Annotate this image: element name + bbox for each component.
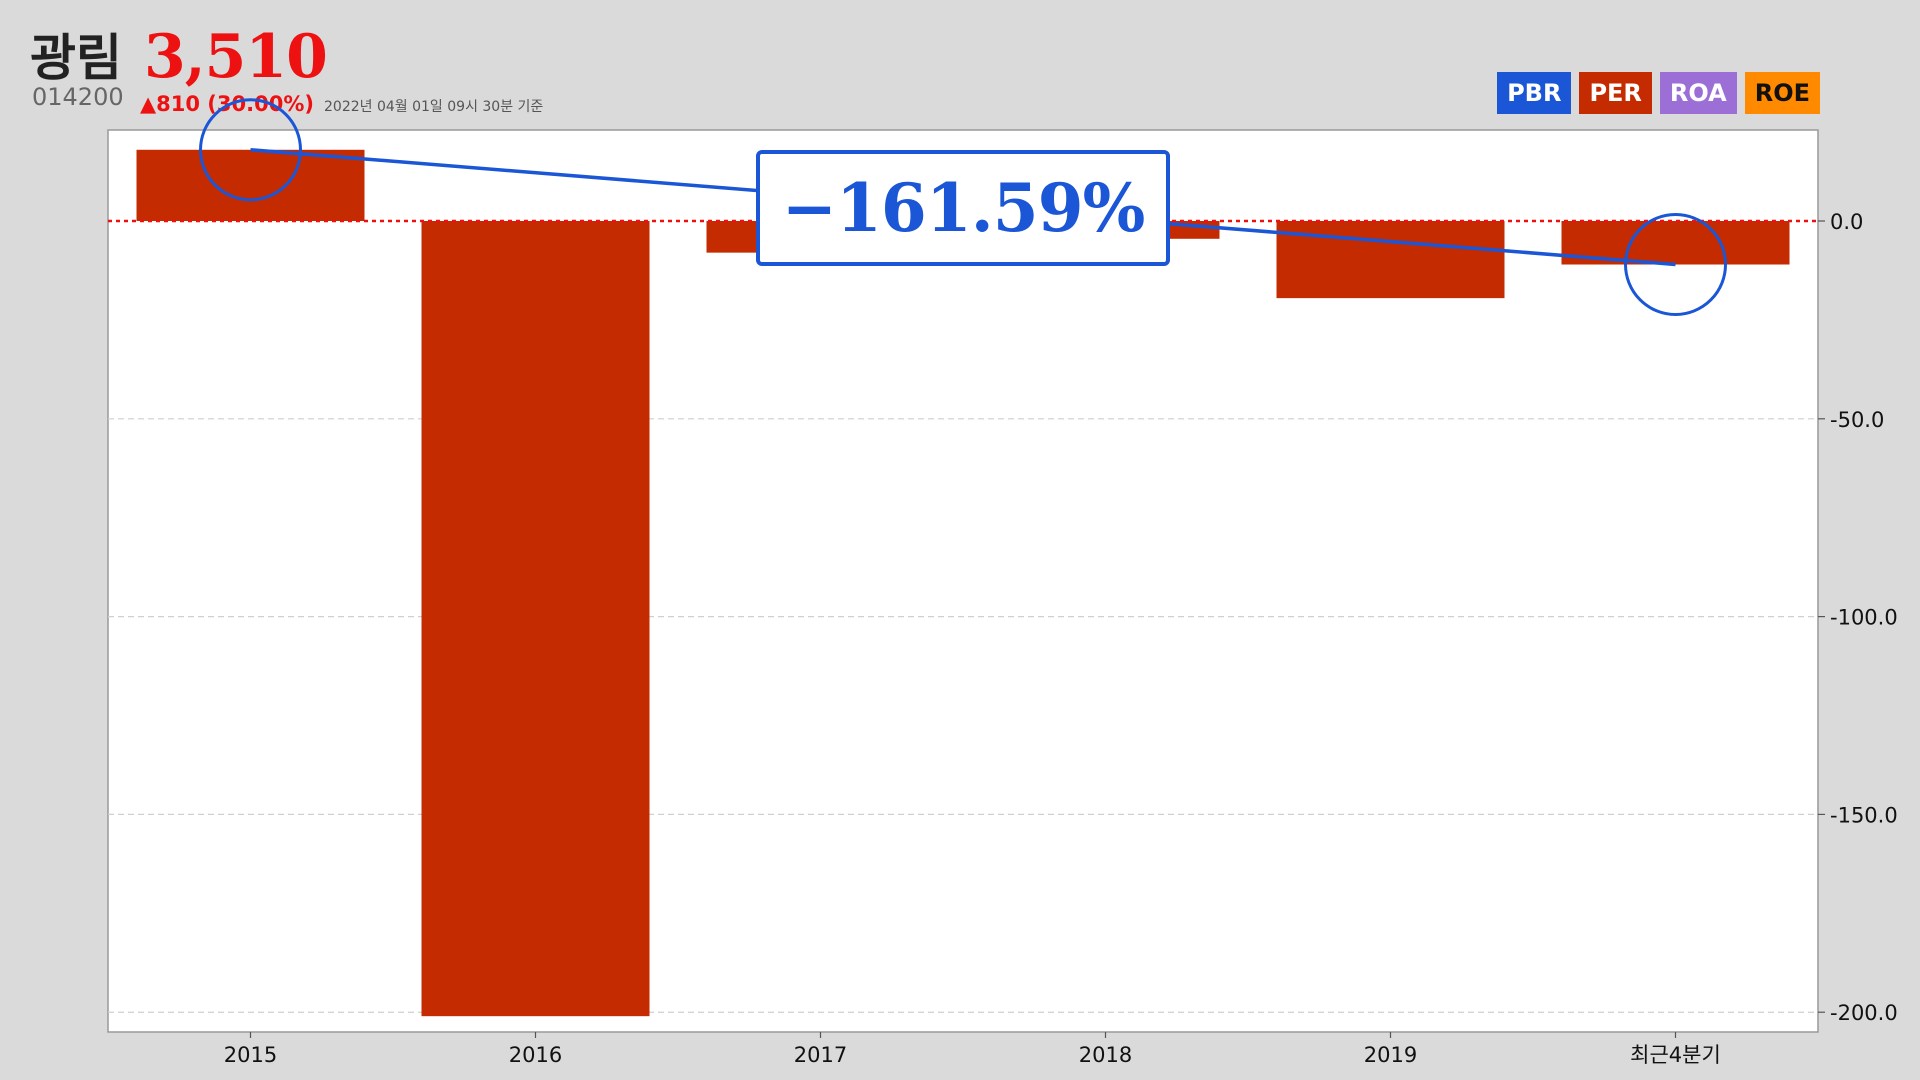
stock-price: 3,510 xyxy=(144,22,328,92)
metric-tabs: PBR PER ROA ROE xyxy=(1497,72,1820,114)
tab-per[interactable]: PER xyxy=(1579,72,1652,114)
bar-2016 xyxy=(421,220,650,1017)
bar-2019 xyxy=(1276,220,1505,299)
stock-code: 014200 xyxy=(32,83,124,111)
y-tick-label: -50.0 xyxy=(1830,408,1884,432)
y-tick-label: 0.0 xyxy=(1830,210,1863,234)
change-callout: −161.59% xyxy=(756,150,1170,266)
plot-area xyxy=(107,129,1819,1033)
x-tick-label: 2018 xyxy=(1079,1043,1132,1067)
tab-roa[interactable]: ROA xyxy=(1659,72,1737,114)
tab-pbr[interactable]: PBR xyxy=(1497,72,1572,114)
x-tick-label: 2017 xyxy=(794,1043,847,1067)
highlight-circle-start xyxy=(199,98,302,202)
x-tick-label: 2015 xyxy=(224,1043,277,1067)
y-tick-label: -150.0 xyxy=(1830,803,1898,827)
y-tick-label: -100.0 xyxy=(1830,606,1898,630)
tab-roe[interactable]: ROE xyxy=(1744,72,1820,114)
timestamp: 2022년 04월 01일 09시 30분 기준 xyxy=(324,99,544,115)
stock-name: 광림 xyxy=(30,29,122,87)
bar-2015 xyxy=(136,149,365,221)
highlight-circle-end xyxy=(1624,213,1727,317)
y-tick-label: -200.0 xyxy=(1830,1001,1898,1025)
x-tick-label: 2019 xyxy=(1364,1043,1417,1067)
x-tick-label: 최근4분기 xyxy=(1630,1043,1721,1067)
x-tick-label: 2016 xyxy=(509,1043,562,1067)
